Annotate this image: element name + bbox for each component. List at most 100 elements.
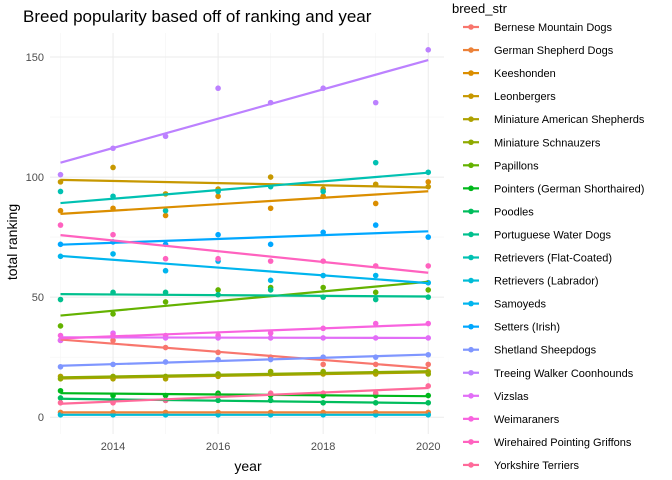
data-point [372, 289, 379, 296]
data-point [425, 361, 432, 368]
data-point [162, 255, 169, 262]
data-point [267, 287, 274, 293]
legend-label: Miniature American Shepherds [494, 114, 645, 126]
legend-key-point [468, 162, 474, 169]
data-point [372, 320, 379, 327]
trend-lines [60, 58, 429, 416]
data-point [215, 193, 221, 200]
x-tick-label: 2016 [206, 441, 230, 453]
data-point [57, 296, 64, 303]
trend-line [60, 234, 429, 274]
legend-key-point [468, 231, 474, 238]
data-point [267, 205, 274, 212]
trend-line [60, 353, 429, 367]
legend-label: Bernese Mountain Dogs [494, 22, 613, 34]
legend-item: Retrievers (Labrador) [463, 276, 599, 288]
legend-item: Portuguese Water Dogs [463, 229, 611, 241]
data-point [320, 229, 326, 236]
x-axis-ticks: 2014 2016 2018 2020 [101, 441, 441, 453]
legend-key-point [468, 185, 474, 192]
trend-line [60, 254, 429, 285]
trend-line [60, 371, 429, 380]
data-point [372, 296, 379, 303]
data-point [267, 258, 274, 264]
legend-item: Papillons [463, 160, 539, 172]
legend-key-point [468, 208, 474, 215]
legend-label: Shetland Sheepdogs [494, 345, 597, 357]
trend-line [60, 230, 429, 246]
trend-line [60, 280, 429, 317]
data-point [372, 390, 379, 396]
data-point [425, 179, 432, 185]
legend-item: Vizslas [463, 391, 529, 403]
legend-item: Poodles [463, 206, 534, 218]
x-tick-label: 2014 [101, 441, 125, 453]
trend-line [60, 171, 429, 205]
legend-key-point [468, 93, 474, 99]
x-tick-label: 2020 [416, 441, 440, 453]
data-point [215, 255, 221, 262]
legend-key-point [468, 462, 474, 468]
legend-title: breed_str [452, 1, 508, 16]
data-point [372, 200, 379, 207]
legend-key-point [468, 70, 474, 76]
legend-label: Papillons [494, 160, 539, 172]
legend-item: Shetland Sheepdogs [463, 345, 597, 357]
data-point [372, 222, 379, 228]
data-point [110, 251, 116, 257]
data-point [372, 159, 379, 166]
legend-key-point [468, 300, 474, 307]
data-point [162, 212, 169, 219]
data-point [215, 287, 221, 293]
legend-label: Pointers (German Shorthaired) [494, 183, 644, 195]
legend-key-point [468, 346, 474, 353]
y-axis-ticks: 0 50 100 150 [26, 52, 44, 424]
legend-label: Wirehaired Pointing Griffons [494, 437, 632, 449]
chart-title: Breed popularity based off of ranking an… [23, 7, 372, 26]
data-point [162, 267, 169, 274]
y-tick-label: 0 [38, 412, 44, 424]
data-point [267, 330, 274, 336]
data-point [372, 272, 379, 279]
legend-label: Portuguese Water Dogs [494, 229, 611, 241]
legend-label: Keeshonden [494, 68, 556, 80]
data-point [57, 222, 64, 228]
data-point [215, 231, 221, 238]
legend-item: Leonbergers [463, 91, 556, 103]
legend-label: Retrievers (Flat-Coated) [494, 253, 612, 265]
legend-label: Poodles [494, 206, 534, 218]
legend-key-point [468, 24, 474, 30]
x-axis-title: year [234, 458, 262, 474]
legend-item: Weimaraners [463, 414, 560, 426]
data-point [57, 171, 64, 178]
y-axis-title: total ranking [4, 204, 20, 280]
legend-label: Treeing Walker Coonhounds [494, 368, 634, 380]
data-point [425, 287, 432, 293]
trend-line [60, 392, 429, 398]
data-point [425, 234, 432, 240]
legend-key-point [468, 47, 474, 53]
data-point [267, 174, 274, 180]
data-point [267, 277, 274, 284]
legend-item: Miniature Schnauzers [463, 137, 601, 149]
legend-key-point [468, 116, 474, 122]
legend-item: Bernese Mountain Dogs [463, 22, 613, 34]
legend-key-point [468, 139, 474, 146]
legend-key-point [468, 254, 474, 261]
trend-line [60, 58, 429, 164]
data-point [425, 47, 432, 53]
data-point [162, 207, 169, 214]
trend-line [60, 336, 429, 340]
legend-label: Samoyeds [494, 299, 546, 311]
y-tick-label: 150 [26, 52, 44, 64]
legend-label: Weimaraners [494, 414, 560, 426]
trend-line [60, 293, 429, 298]
legend-item: Miniature American Shepherds [463, 114, 645, 126]
trend-line [60, 370, 429, 379]
x-tick-label: 2018 [311, 441, 335, 453]
legend-item: Pointers (German Shorthaired) [463, 183, 644, 195]
trend-line [60, 190, 429, 215]
data-point [320, 361, 326, 368]
legend-item: Wirehaired Pointing Griffons [463, 437, 632, 449]
legend-label: Miniature Schnauzers [494, 137, 601, 149]
